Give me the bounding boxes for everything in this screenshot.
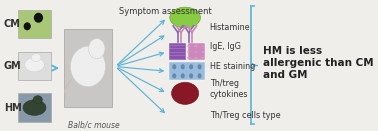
Ellipse shape [33,96,42,104]
FancyBboxPatch shape [169,62,205,80]
Text: HM: HM [4,103,22,113]
Ellipse shape [31,54,41,62]
Text: Histamine: Histamine [210,23,250,32]
Ellipse shape [34,13,43,23]
Ellipse shape [189,73,193,78]
Circle shape [187,51,191,53]
Circle shape [194,57,198,59]
Circle shape [201,57,205,59]
Text: CM: CM [4,19,21,29]
Ellipse shape [172,82,199,104]
FancyBboxPatch shape [169,43,186,60]
Text: GM: GM [4,61,22,70]
Text: Th/treg
cytokines: Th/treg cytokines [210,79,248,99]
Ellipse shape [170,7,200,28]
Ellipse shape [189,64,193,69]
Ellipse shape [70,46,105,87]
Text: HE staining: HE staining [210,62,255,71]
Ellipse shape [23,100,46,115]
Circle shape [194,45,198,47]
Ellipse shape [181,64,185,69]
Ellipse shape [181,73,185,78]
FancyBboxPatch shape [64,29,112,107]
Ellipse shape [172,64,176,69]
FancyBboxPatch shape [18,52,51,80]
Circle shape [201,51,205,53]
FancyBboxPatch shape [18,93,51,122]
Circle shape [201,45,205,47]
Ellipse shape [198,64,201,69]
FancyBboxPatch shape [18,10,51,38]
Text: Symptom assessment: Symptom assessment [119,7,212,16]
Ellipse shape [198,73,201,78]
Text: Th/Treg cells type: Th/Treg cells type [210,111,280,120]
Ellipse shape [23,22,31,30]
Ellipse shape [25,58,44,72]
Text: IgE, IgG: IgE, IgG [210,42,240,51]
Text: HM is less
allergenic than CM
and GM: HM is less allergenic than CM and GM [263,46,374,80]
Circle shape [187,57,191,59]
Circle shape [194,51,198,53]
Text: Balb/c mouse: Balb/c mouse [68,120,119,129]
Ellipse shape [88,39,105,59]
Ellipse shape [172,73,176,78]
Circle shape [187,45,191,47]
FancyBboxPatch shape [187,43,205,60]
